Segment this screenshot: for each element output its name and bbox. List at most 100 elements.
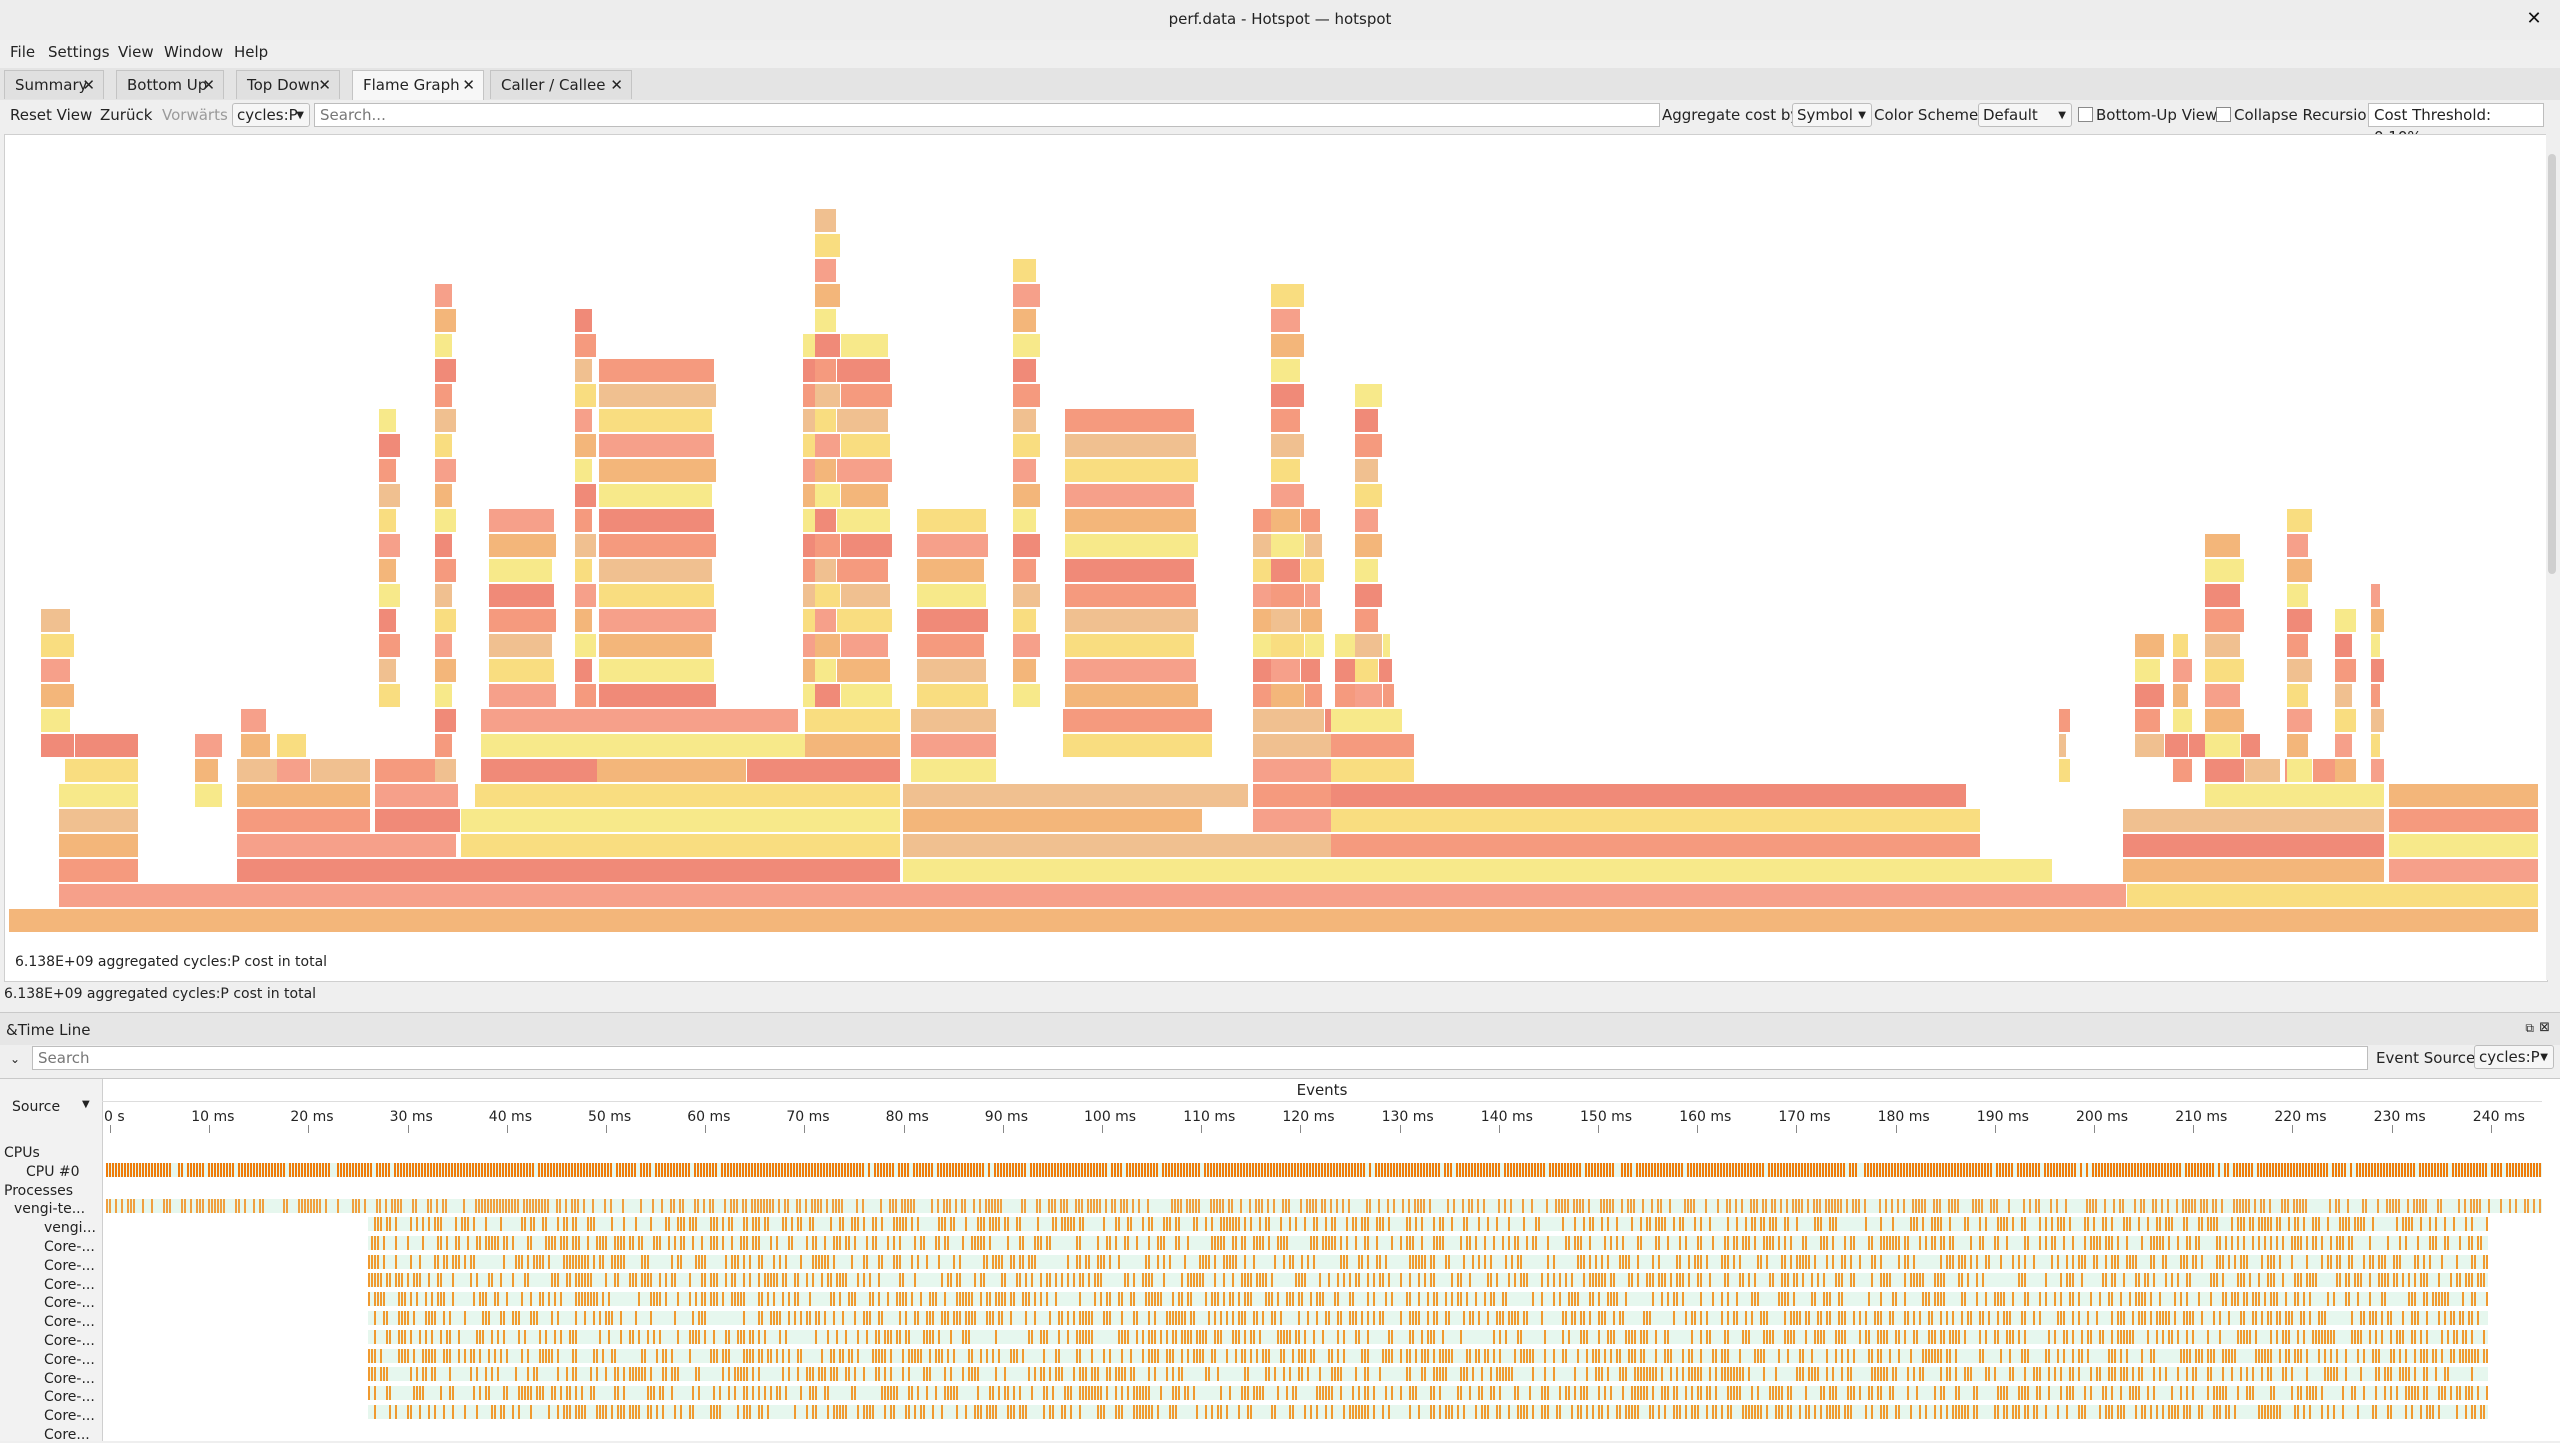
timeline-row-label[interactable]: Core-... bbox=[44, 1389, 95, 1406]
flame-frame[interactable] bbox=[435, 434, 453, 457]
flame-frame[interactable] bbox=[805, 709, 901, 732]
flame-frame[interactable] bbox=[2335, 734, 2353, 757]
menu-help[interactable]: Help bbox=[234, 43, 269, 61]
flame-frame[interactable] bbox=[2205, 734, 2241, 757]
flame-frame[interactable] bbox=[599, 659, 715, 682]
flame-frame[interactable] bbox=[435, 459, 457, 482]
timeline-row-label[interactable]: Core-... bbox=[44, 1276, 95, 1293]
flame-frame[interactable] bbox=[2135, 709, 2161, 732]
flame-frame[interactable] bbox=[41, 634, 75, 657]
flame-frame[interactable] bbox=[575, 684, 597, 707]
flame-frame[interactable] bbox=[815, 634, 841, 657]
flame-frame[interactable] bbox=[65, 734, 139, 757]
flame-frame[interactable] bbox=[815, 559, 837, 582]
flame-frame[interactable] bbox=[379, 659, 397, 682]
close-tab-icon[interactable]: ✕ bbox=[82, 76, 95, 94]
menu-settings[interactable]: Settings bbox=[48, 43, 110, 61]
flame-frame[interactable] bbox=[815, 234, 841, 257]
flame-frame[interactable] bbox=[575, 584, 597, 607]
flame-frame[interactable] bbox=[1013, 359, 1037, 382]
flame-frame[interactable] bbox=[815, 409, 837, 432]
flame-frame[interactable] bbox=[2287, 609, 2313, 632]
flame-frame[interactable] bbox=[2335, 684, 2353, 707]
flame-frame[interactable] bbox=[59, 859, 139, 882]
flame-frame[interactable] bbox=[599, 609, 717, 632]
flame-frame[interactable] bbox=[917, 684, 989, 707]
flame-frame[interactable] bbox=[1013, 659, 1037, 682]
flame-frame[interactable] bbox=[2173, 759, 2193, 782]
flame-frame[interactable] bbox=[1355, 684, 1383, 707]
flame-frame[interactable] bbox=[2371, 709, 2385, 732]
flame-frame[interactable] bbox=[277, 734, 307, 757]
flame-frame[interactable] bbox=[2371, 609, 2385, 632]
timeline-row-label[interactable]: Core-... bbox=[44, 1333, 95, 1349]
flame-frame[interactable] bbox=[917, 609, 989, 632]
flame-frame[interactable] bbox=[461, 809, 901, 832]
flame-frame[interactable] bbox=[2173, 684, 2189, 707]
flame-frame[interactable] bbox=[1331, 784, 1967, 807]
flame-frame[interactable] bbox=[2389, 784, 2539, 807]
menu-window[interactable]: Window bbox=[164, 43, 224, 61]
timeline-row-label[interactable]: Core-... bbox=[44, 1239, 95, 1255]
timeline-lane[interactable] bbox=[106, 1163, 2542, 1177]
flame-frame[interactable] bbox=[435, 409, 457, 432]
collapse-recursion-checkbox[interactable] bbox=[2216, 107, 2231, 122]
flame-frame[interactable] bbox=[2371, 659, 2385, 682]
timeline-row-label[interactable]: Core-... bbox=[44, 1257, 95, 1274]
flame-frame[interactable] bbox=[597, 759, 747, 782]
search-input[interactable]: Search... bbox=[314, 103, 1660, 127]
flame-frame[interactable] bbox=[489, 584, 555, 607]
flame-frame[interactable] bbox=[2123, 809, 2385, 832]
flame-frame[interactable] bbox=[1253, 709, 1325, 732]
menu-file[interactable]: File bbox=[10, 43, 36, 61]
flame-frame[interactable] bbox=[1253, 784, 1333, 807]
flame-frame[interactable] bbox=[599, 409, 713, 432]
flame-frame[interactable] bbox=[2205, 659, 2245, 682]
flame-frame[interactable] bbox=[1271, 559, 1301, 582]
flame-frame[interactable] bbox=[575, 659, 593, 682]
timeline-lane[interactable] bbox=[368, 1273, 2488, 1288]
flame-frame[interactable] bbox=[1013, 509, 1037, 532]
flame-frame[interactable] bbox=[2335, 709, 2357, 732]
source-header[interactable]: Source bbox=[12, 1099, 61, 1115]
flame-frame[interactable] bbox=[2059, 709, 2071, 732]
flame-frame[interactable] bbox=[2287, 509, 2313, 532]
event-source-combo[interactable]: cycles:P ▼ bbox=[2474, 1045, 2554, 1069]
flame-frame[interactable] bbox=[195, 759, 219, 782]
flame-frame[interactable] bbox=[435, 634, 453, 657]
bottom-up-checkbox[interactable] bbox=[2078, 107, 2093, 122]
flame-frame[interactable] bbox=[195, 734, 223, 757]
flame-frame[interactable] bbox=[2173, 734, 2189, 757]
flame-frame[interactable] bbox=[2059, 759, 2071, 782]
flame-frame[interactable] bbox=[575, 384, 597, 407]
flame-frame[interactable] bbox=[2173, 709, 2193, 732]
flame-frame[interactable] bbox=[1271, 609, 1301, 632]
flame-frame[interactable] bbox=[2287, 684, 2309, 707]
flame-frame[interactable] bbox=[575, 359, 593, 382]
timeline-row-label[interactable]: Processes bbox=[4, 1182, 74, 1199]
flame-frame[interactable] bbox=[2135, 734, 2165, 757]
close-tab-icon[interactable]: ✕ bbox=[202, 76, 215, 94]
flame-frame[interactable] bbox=[2205, 609, 2245, 632]
flame-frame[interactable] bbox=[1271, 409, 1301, 432]
flame-frame[interactable] bbox=[237, 859, 901, 882]
timeline-row-label[interactable]: Core-... bbox=[44, 1370, 95, 1387]
flame-frame[interactable] bbox=[599, 384, 717, 407]
flame-frame[interactable] bbox=[2389, 859, 2539, 882]
flame-frame[interactable] bbox=[1271, 484, 1305, 507]
flame-frame[interactable] bbox=[59, 884, 2127, 907]
timeline-lane[interactable] bbox=[368, 1254, 2488, 1269]
flame-frame[interactable] bbox=[237, 834, 457, 857]
chevron-down-icon[interactable]: ▼ bbox=[82, 1099, 90, 1110]
flame-frame[interactable] bbox=[2135, 684, 2165, 707]
timeline-lane[interactable] bbox=[368, 1348, 2488, 1363]
flame-frame[interactable] bbox=[815, 309, 837, 332]
flame-frame[interactable] bbox=[575, 559, 593, 582]
flame-frame[interactable] bbox=[435, 659, 457, 682]
flame-frame[interactable] bbox=[575, 334, 597, 357]
menu-view[interactable]: View bbox=[118, 43, 154, 61]
flame-frame[interactable] bbox=[379, 609, 397, 632]
flame-frame[interactable] bbox=[1271, 659, 1301, 682]
flame-frame[interactable] bbox=[815, 459, 837, 482]
flame-frame[interactable] bbox=[599, 509, 715, 532]
